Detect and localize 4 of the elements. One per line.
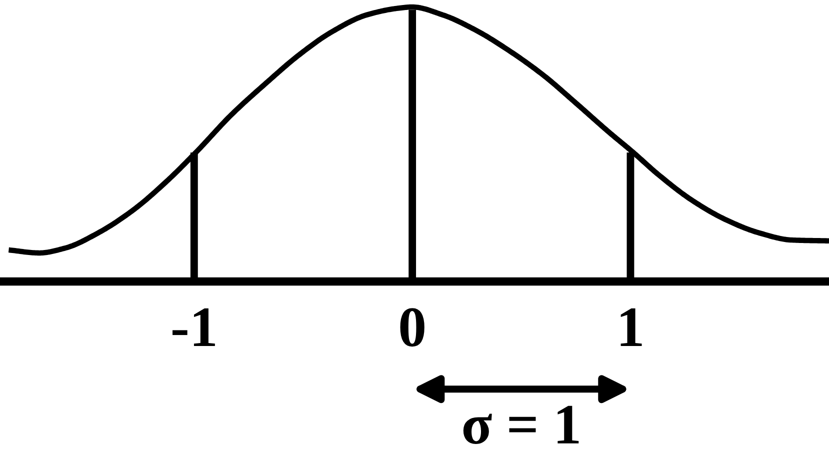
text: σ = 1 xyxy=(463,406,579,444)
x-tick-label: 0 xyxy=(400,308,424,347)
x-tick-label: -1 xyxy=(172,308,215,346)
x-tick-label: 1 xyxy=(620,308,642,346)
